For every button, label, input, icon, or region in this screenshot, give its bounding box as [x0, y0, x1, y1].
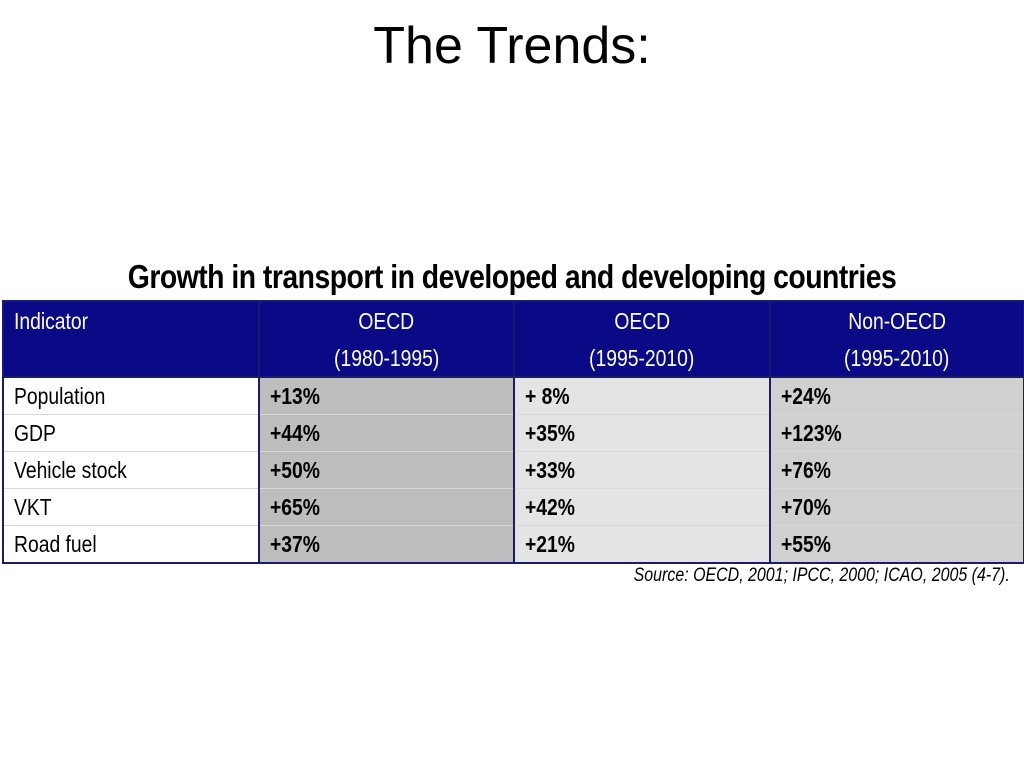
header-row-period: (1980-1995) (1995-2010) (1995-2010): [3, 339, 1024, 377]
slide-title: The Trends:: [373, 17, 651, 75]
table-row: VKT +65% +42% +70%: [3, 488, 1024, 526]
value-cell: +65%: [258, 488, 514, 526]
value-cell: +44%: [258, 414, 514, 452]
indicator-cell: Road fuel: [3, 525, 259, 563]
indicator-cell: VKT: [3, 488, 259, 526]
column-header-oecd-1995-2010: OECD: [513, 301, 770, 339]
value-cell: +76%: [769, 451, 1024, 489]
table-row: Road fuel +37% +21% +55%: [3, 525, 1024, 563]
value-cell: + 8%: [513, 376, 770, 415]
value-cell: +70%: [769, 488, 1024, 526]
value-cell: +21%: [513, 525, 770, 563]
column-subheader-period: (1995-2010): [513, 339, 770, 377]
column-header-non-oecd-1995-2010: Non-OECD: [769, 301, 1024, 339]
growth-table: Indicator OECD OECD Non-OECD (1980-1995)…: [2, 300, 1024, 564]
source-note: Source: OECD, 2001; IPCC, 2000; ICAO, 20…: [633, 565, 1010, 586]
column-subheader-period: (1980-1995): [258, 339, 514, 377]
value-cell: +24%: [769, 376, 1024, 415]
value-cell: +50%: [258, 451, 514, 489]
indicator-cell: Vehicle stock: [3, 451, 259, 489]
table-row: Vehicle stock +50% +33% +76%: [3, 451, 1024, 489]
table-title: Growth in transport in developed and dev…: [127, 258, 897, 295]
column-subheader-indicator: [3, 339, 259, 377]
value-cell: +35%: [513, 414, 770, 452]
column-subheader-period: (1995-2010): [769, 339, 1024, 377]
value-cell: +13%: [258, 376, 514, 415]
column-header-indicator: Indicator: [3, 301, 259, 339]
column-header-oecd-1980-1995: OECD: [258, 301, 514, 339]
value-cell: +37%: [258, 525, 514, 563]
indicator-cell: Population: [3, 376, 259, 415]
value-cell: +42%: [513, 488, 770, 526]
table-row: GDP +44% +35% +123%: [3, 414, 1024, 452]
indicator-cell: GDP: [3, 414, 259, 452]
value-cell: +55%: [769, 525, 1024, 563]
value-cell: +33%: [513, 451, 770, 489]
value-cell: +123%: [769, 414, 1024, 452]
header-row: Indicator OECD OECD Non-OECD: [3, 301, 1024, 339]
table-row: Population +13% + 8% +24%: [3, 376, 1024, 415]
